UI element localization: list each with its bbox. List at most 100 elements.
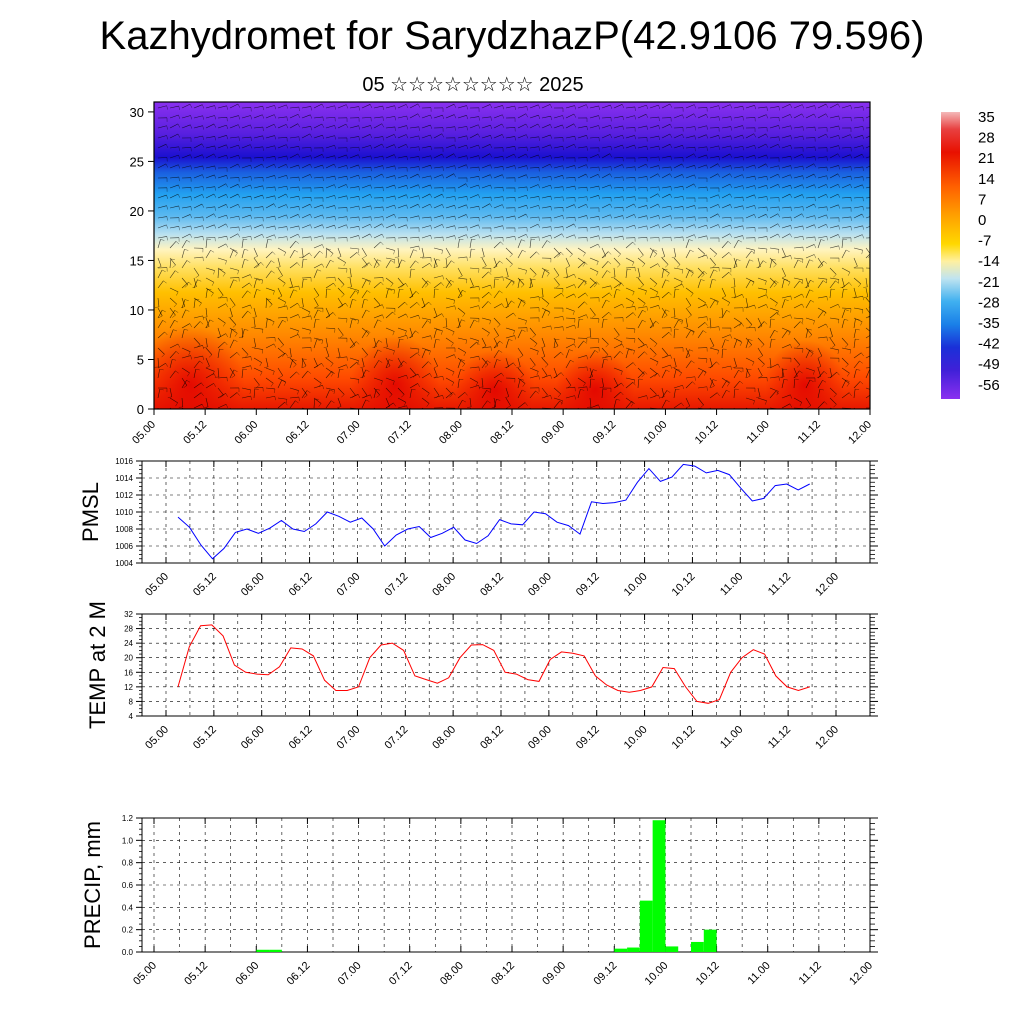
wind-barb (385, 126, 395, 129)
precip-bar (665, 946, 679, 952)
wind-barb-flag (622, 144, 625, 149)
wind-barb (613, 144, 623, 149)
wind-barb-flag (441, 313, 445, 318)
wind-barb (205, 383, 214, 389)
wind-barb (625, 196, 635, 199)
wind-barb-flag (713, 269, 718, 272)
wind-barb (181, 214, 191, 219)
wind-barb-flag (309, 164, 313, 168)
wind-barb-flag (426, 393, 430, 397)
wind-barb-flag (609, 203, 613, 208)
wind-barb-flag (454, 235, 456, 240)
wind-barb (157, 357, 159, 367)
wind-barb-flag (633, 350, 635, 355)
wind-barb-flag (622, 176, 624, 181)
wind-barb-flag (274, 396, 276, 401)
wind-barb-flag (538, 115, 541, 120)
wind-barb (781, 174, 791, 179)
wind-barb-flag (586, 135, 589, 140)
wind-barb (685, 224, 695, 229)
wind-barb-flag (694, 174, 697, 179)
wind-barb (253, 347, 263, 350)
wind-barb (469, 234, 479, 239)
wind-barb (289, 314, 299, 319)
wind-barb (289, 289, 294, 299)
wind-barb (865, 369, 870, 379)
wind-barb-flag (406, 104, 409, 109)
wind-barb-flag (790, 255, 793, 260)
wind-barb (781, 125, 791, 129)
wind-barb (625, 287, 635, 292)
wind-barb-flag (630, 403, 634, 407)
wind-barb-flag (681, 269, 684, 274)
wind-barb (637, 215, 647, 219)
wind-barb (589, 226, 599, 229)
wind-barb (289, 400, 296, 409)
wind-barb-flag (334, 176, 336, 181)
wind-barb (793, 135, 803, 139)
wind-barb (793, 337, 801, 346)
wind-barb (349, 196, 359, 199)
x-tick-label: 11.00 (718, 571, 745, 598)
wind-barb-flag (430, 225, 432, 230)
wind-barb (265, 251, 273, 259)
wind-barb-flag (658, 224, 661, 229)
wind-barb (829, 125, 839, 129)
wind-barb (265, 215, 275, 219)
wind-barb-flag (204, 406, 209, 408)
wind-barb-flag (418, 195, 420, 200)
wind-barb-flag (429, 319, 432, 324)
wind-barb-flag (872, 252, 875, 255)
wind-barb-flag (252, 316, 257, 318)
x-tick-label: 09.12 (574, 724, 602, 752)
wind-barb-flag (586, 146, 588, 151)
wind-barb (817, 257, 824, 266)
wind-barb-flag (390, 283, 394, 287)
wind-barb-flag (460, 369, 465, 371)
wind-barb-flag (537, 224, 541, 228)
wind-barb-flag (283, 302, 287, 306)
wind-barb (589, 267, 599, 273)
wind-barb-flag (450, 280, 455, 283)
wind-barb-flag (586, 104, 589, 109)
wind-barb-flag (566, 265, 570, 269)
wind-barb (517, 186, 527, 189)
wind-barb-flag (790, 165, 792, 170)
wind-barb (301, 370, 308, 379)
wind-barb-flag (714, 300, 719, 303)
wind-barb (193, 154, 203, 159)
wind-barb (805, 367, 815, 372)
wind-barb (469, 319, 475, 329)
wind-barb (769, 312, 778, 319)
wind-barb (649, 104, 659, 109)
wind-barb (553, 292, 562, 299)
wind-barb (853, 287, 857, 297)
y-tick-label: 0 (137, 402, 144, 417)
wind-barb (697, 125, 707, 129)
wind-barb (793, 357, 801, 365)
wind-barb-flag (280, 344, 284, 348)
precip-bar (652, 820, 666, 952)
wind-barb (409, 103, 419, 109)
wind-barb (205, 224, 215, 229)
wind-barb-flag (753, 133, 757, 138)
wind-barb-flag (157, 266, 162, 269)
wind-barb (301, 224, 311, 229)
wind-barb-flag (742, 116, 744, 121)
wind-barb-flag (429, 193, 433, 198)
wind-barb (433, 215, 443, 219)
wind-barb (241, 274, 251, 279)
x-tick-label: 07.00 (335, 724, 363, 752)
wind-barb-flag (303, 258, 308, 260)
wind-barb (337, 184, 347, 189)
wind-barb-flag (717, 350, 719, 355)
wind-barb (841, 175, 851, 179)
wind-barb (349, 394, 359, 399)
precip-bar (614, 948, 628, 952)
wind-barb (697, 146, 707, 149)
y-tick-label: 1010 (115, 508, 133, 517)
wind-barb-flag (579, 416, 583, 418)
wind-barb (805, 173, 815, 179)
wind-barb-flag (358, 205, 360, 210)
wind-barb-flag (642, 263, 646, 267)
